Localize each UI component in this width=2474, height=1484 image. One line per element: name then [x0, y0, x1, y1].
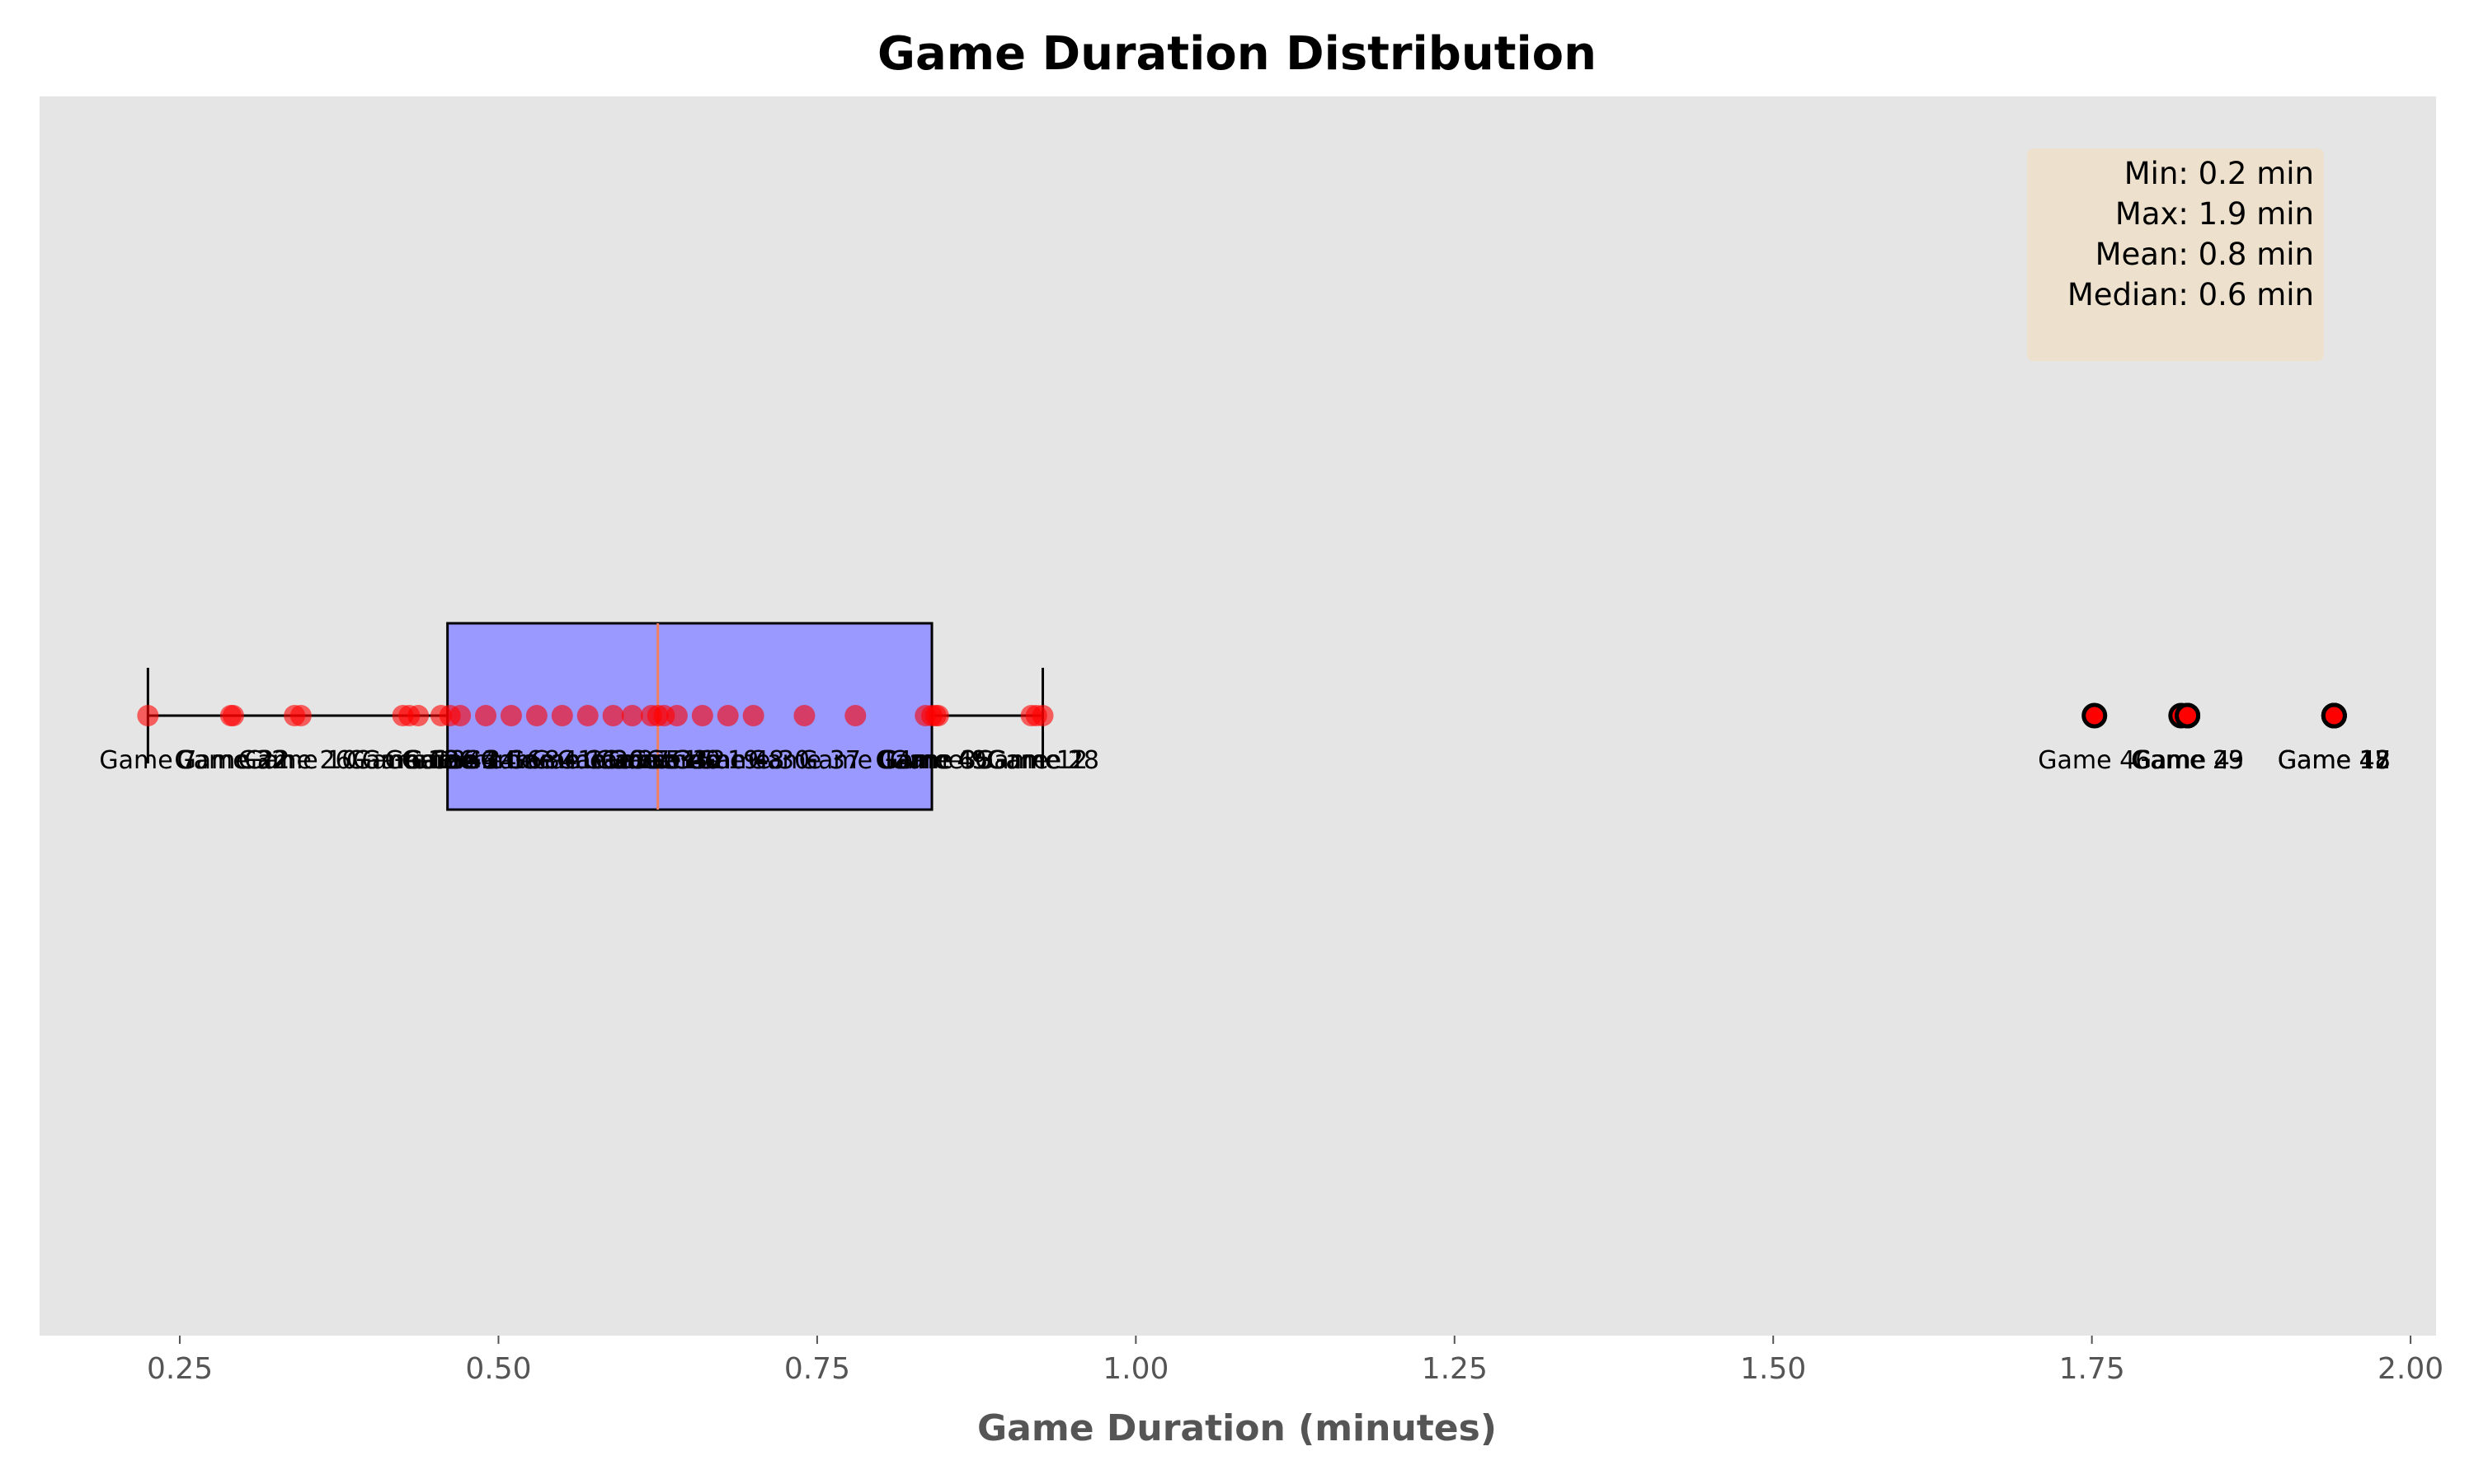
data-point-label: Game 15	[2278, 746, 2391, 775]
stats-mean: Mean: 0.8 min	[2095, 237, 2314, 272]
data-point	[289, 705, 312, 726]
x-tick-label: 0.75	[784, 1352, 850, 1386]
data-point-label: Game 2	[628, 746, 726, 775]
data-point	[2081, 702, 2108, 729]
data-point	[717, 705, 739, 726]
x-axis-label: Game Duration (minutes)	[977, 1407, 1497, 1449]
data-point	[602, 705, 624, 726]
data-point-label: Game 19	[646, 746, 759, 775]
data-point-label: Game 45	[876, 746, 989, 775]
stats-max: Max: 1.9 min	[2114, 196, 2314, 232]
data-point	[666, 705, 688, 726]
data-point-label: Game 30	[697, 746, 810, 775]
data-point-label: Game 46	[2038, 746, 2151, 775]
stats-min: Min: 0.2 min	[2124, 156, 2314, 191]
data-point-label: Game 16	[429, 746, 542, 775]
data-point	[449, 705, 472, 726]
data-point-label: Game 1	[988, 746, 1085, 775]
x-tick-label: 2.00	[2378, 1352, 2443, 1386]
data-point-label: Game 36	[362, 746, 475, 775]
data-point-label: Game 18	[346, 746, 459, 775]
data-point	[222, 705, 244, 726]
data-point-label: Game 41	[480, 746, 593, 775]
x-tick-label: 0.25	[147, 1352, 213, 1386]
data-point	[844, 705, 867, 726]
data-point-label: Game 37	[748, 746, 861, 775]
data-point-label: Game 29	[2131, 746, 2244, 775]
data-point	[137, 705, 159, 726]
data-point-label: Game 28	[986, 746, 1099, 775]
data-point-label: Game 4	[2133, 746, 2230, 775]
data-point	[475, 705, 497, 726]
x-tick-label: 1.25	[1422, 1352, 1488, 1386]
data-point	[742, 705, 764, 726]
stats-median: Median: 0.6 min	[2067, 277, 2314, 312]
data-point-label: Game 3	[402, 746, 499, 775]
data-point-label: Game 7	[99, 746, 196, 775]
chart-title: Game Duration Distribution	[877, 27, 1597, 81]
data-points	[137, 702, 2347, 729]
data-point	[551, 705, 573, 726]
x-tick-label: 1.50	[1740, 1352, 1806, 1386]
data-point-label: Game 6	[877, 746, 974, 775]
data-point-label: Game 42	[2278, 746, 2391, 775]
data-point-label: Game 44	[384, 746, 497, 775]
x-tick-label: 1.75	[2059, 1352, 2125, 1386]
data-point-label: Game 23	[2131, 746, 2244, 775]
data-point-label: Game 9	[890, 746, 987, 775]
stats-box: Min: 0.2 min Max: 1.9 min Mean: 0.8 min …	[2027, 148, 2324, 361]
data-point	[500, 705, 522, 726]
data-point-label: Game 17	[2278, 746, 2391, 775]
data-point-label: Game 20	[531, 746, 644, 775]
data-point-label: Game 35	[879, 746, 992, 775]
data-point-label: Game 32	[174, 746, 287, 775]
data-point-label: Game 12	[975, 746, 1088, 775]
data-point-label: Game 5	[584, 746, 681, 775]
data-point-label: Game 11	[506, 746, 618, 775]
data-point-label: Game 14	[799, 746, 912, 775]
data-point-label: Game 27	[557, 746, 670, 775]
data-point-label: Game 40	[608, 746, 721, 775]
data-point-label: Game 48	[671, 746, 784, 775]
data-point-label: Game 15	[601, 746, 714, 775]
data-point-label: Game 22	[176, 746, 289, 775]
data-point	[927, 705, 949, 726]
data-point-label: Game 10	[244, 746, 357, 775]
data-point-label: Game 8	[463, 746, 560, 775]
data-point-label: Game 13	[353, 746, 466, 775]
data-point	[621, 705, 643, 726]
data-point	[793, 705, 816, 726]
data-point	[525, 705, 548, 726]
x-tick-label: 1.00	[1103, 1352, 1169, 1386]
data-point	[407, 705, 430, 726]
x-tick-label: 0.50	[465, 1352, 531, 1386]
data-point	[2175, 702, 2201, 729]
data-point-label: Game 26	[238, 746, 351, 775]
data-point-label: Game 48	[2278, 746, 2391, 775]
data-point	[691, 705, 713, 726]
data-point-label: Game 33	[595, 746, 708, 775]
data-point	[576, 705, 599, 726]
data-point	[1032, 705, 1054, 726]
data-point	[2321, 702, 2347, 729]
x-axis: 0.25 0.50 0.75 1.00 1.25 1.50 1.75 2.00	[147, 1336, 2443, 1386]
data-point-label: Game 24	[404, 746, 517, 775]
